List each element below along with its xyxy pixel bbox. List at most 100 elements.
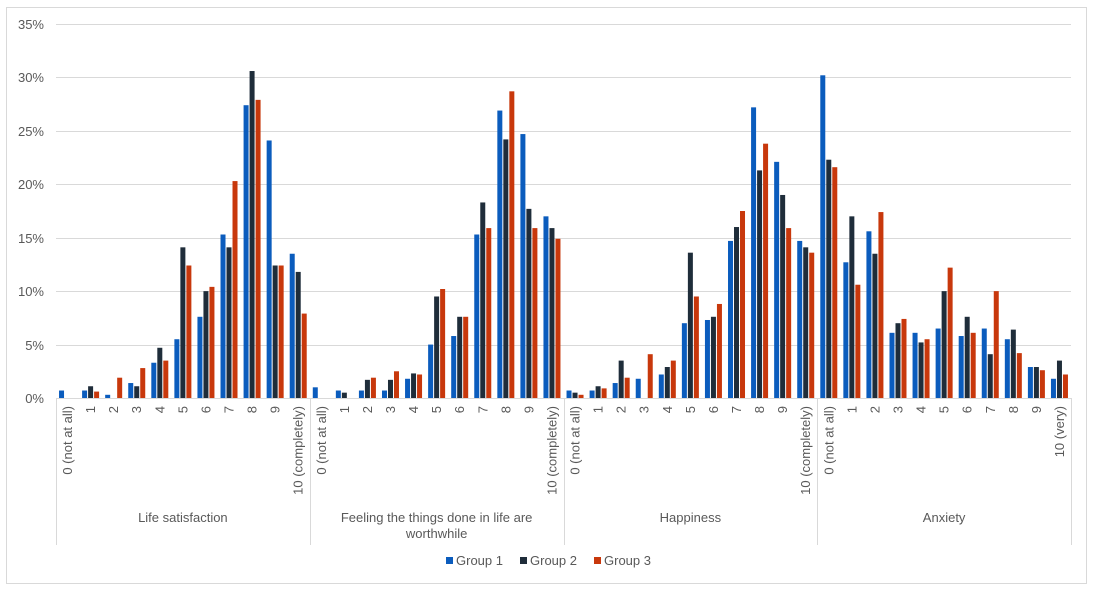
bar-group-3 xyxy=(809,252,815,398)
x-category-label: 1 xyxy=(83,406,98,413)
bar-group-2 xyxy=(549,228,555,398)
bar-group-2 xyxy=(1033,367,1039,398)
x-category-label: 9 xyxy=(775,406,790,413)
bar-group-2 xyxy=(249,71,255,398)
x-category-label: 10 (completely) xyxy=(544,406,559,495)
bar-group-1 xyxy=(797,240,803,398)
bar-group-1 xyxy=(912,332,918,398)
bar-group-1 xyxy=(658,374,664,398)
x-category-label: 7 xyxy=(983,406,998,413)
bar-group-2 xyxy=(757,170,763,398)
bar-group-3 xyxy=(601,388,607,398)
bar-group-3 xyxy=(232,181,238,398)
bar-group-1 xyxy=(312,387,318,398)
bar-group-1 xyxy=(243,105,249,398)
bar-group-2 xyxy=(226,247,232,398)
x-category-label: 5 xyxy=(683,406,698,413)
y-tick-label: 10% xyxy=(18,284,44,299)
x-category-label: 5 xyxy=(175,406,190,413)
bar-group-1 xyxy=(751,107,757,398)
bar-group-2 xyxy=(826,159,832,398)
bar-group-3 xyxy=(1062,374,1068,398)
bar-group-3 xyxy=(301,313,307,398)
bar-group-3 xyxy=(947,267,953,398)
bar-group-3 xyxy=(832,167,838,398)
bar-group-2 xyxy=(503,139,509,399)
bar-group-3 xyxy=(924,339,930,398)
bar-group-3 xyxy=(393,371,399,398)
bar-group-2 xyxy=(180,247,186,398)
y-tick-label: 25% xyxy=(18,124,44,139)
bar-group-3 xyxy=(440,289,446,398)
x-category-label: 3 xyxy=(129,406,144,413)
bar-group-2 xyxy=(780,194,786,398)
x-category-label: 2 xyxy=(360,406,375,413)
bar-group-3 xyxy=(94,391,100,398)
legend-label: Group 2 xyxy=(530,553,577,568)
x-category-label: 1 xyxy=(844,406,859,413)
bar-group-2 xyxy=(387,379,393,398)
bar-group-1 xyxy=(566,390,572,398)
bar-group-2 xyxy=(134,386,140,398)
x-category-label: 4 xyxy=(914,406,929,413)
x-category-label: 9 xyxy=(1029,406,1044,413)
bar-group-1 xyxy=(105,394,111,398)
bar-group-1 xyxy=(474,234,480,398)
x-category-label: 7 xyxy=(729,406,744,413)
bar-group-2 xyxy=(341,392,347,398)
x-category-label: 0 (not at all) xyxy=(821,406,836,475)
bar-group-1 xyxy=(981,328,987,398)
x-category-label: 1 xyxy=(337,406,352,413)
x-category-label: 3 xyxy=(637,406,652,413)
bar-group-2 xyxy=(618,360,624,398)
bar-group-3 xyxy=(117,377,123,398)
x-category-label: 0 (not at all) xyxy=(314,406,329,475)
bar-group-3 xyxy=(855,284,861,398)
bar-group-1 xyxy=(866,231,872,398)
bar-group-1 xyxy=(1027,367,1033,398)
bar-group-3 xyxy=(901,318,907,398)
x-category-label: 6 xyxy=(198,406,213,413)
bar-group-1 xyxy=(774,161,780,398)
bar-group-2 xyxy=(803,247,809,398)
group-label: Life satisfaction xyxy=(138,510,228,525)
bar-group-1 xyxy=(151,362,157,398)
x-category-label: 7 xyxy=(222,406,237,413)
bar-group-2 xyxy=(203,291,209,398)
bar-group-3 xyxy=(509,91,515,398)
group-label: Anxiety xyxy=(923,510,966,525)
bar-group-3 xyxy=(693,296,699,398)
x-category-label: 2 xyxy=(614,406,629,413)
bar-group-1 xyxy=(381,390,387,398)
bar-group-3 xyxy=(417,374,423,398)
bar-group-1 xyxy=(958,336,964,398)
bar-group-3 xyxy=(993,291,999,398)
x-category-label: 8 xyxy=(1006,406,1021,413)
y-tick-label: 20% xyxy=(18,177,44,192)
x-category-label: 4 xyxy=(152,406,167,413)
bar-group-3 xyxy=(647,354,653,398)
x-category-label: 5 xyxy=(937,406,952,413)
bar-group-2 xyxy=(987,354,993,398)
x-category-label: 5 xyxy=(429,406,444,413)
bar-group-2 xyxy=(849,216,855,398)
bar-group-2 xyxy=(526,208,532,398)
bar-group-2 xyxy=(1056,360,1062,398)
x-category-label: 10 (very) xyxy=(1052,406,1067,457)
x-category-label: 7 xyxy=(475,406,490,413)
y-tick-label: 30% xyxy=(18,70,44,85)
bar-group-1 xyxy=(289,253,295,398)
x-category-label: 9 xyxy=(268,406,283,413)
group-label: Happiness xyxy=(660,510,722,525)
x-category-label: 3 xyxy=(890,406,905,413)
bar-group-1 xyxy=(405,378,411,398)
bar-group-1 xyxy=(59,390,65,398)
bar-group-2 xyxy=(941,291,947,398)
bar-group-3 xyxy=(763,143,769,398)
bar-group-1 xyxy=(1004,339,1010,398)
bar-group-3 xyxy=(624,377,630,398)
bar-group-2 xyxy=(734,227,740,398)
x-category-label: 9 xyxy=(521,406,536,413)
bar-group-1 xyxy=(497,110,503,398)
